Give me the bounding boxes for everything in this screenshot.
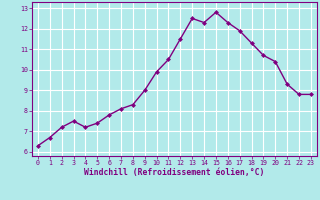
- X-axis label: Windchill (Refroidissement éolien,°C): Windchill (Refroidissement éolien,°C): [84, 168, 265, 177]
